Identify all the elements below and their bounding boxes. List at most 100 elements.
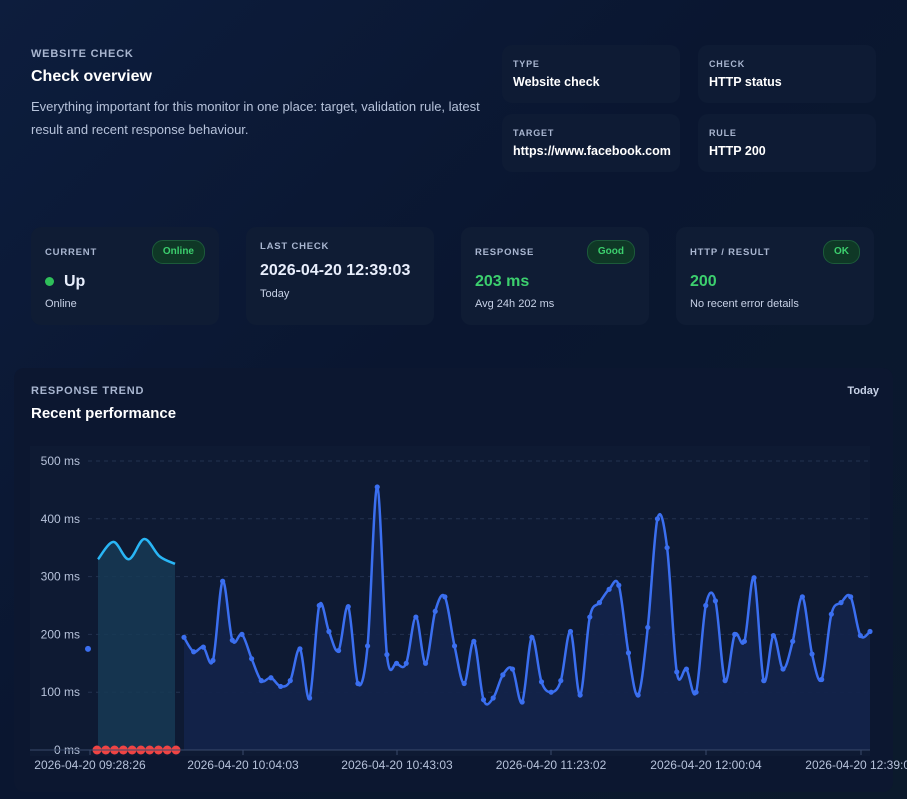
data-point xyxy=(480,697,487,703)
x-tick-label: 2026-04-20 10:04:03 xyxy=(187,758,299,772)
y-tick-label: 300 ms xyxy=(41,570,80,584)
data-point xyxy=(239,631,245,638)
data-point xyxy=(345,604,351,610)
data-point xyxy=(229,637,235,643)
data-point xyxy=(790,638,796,644)
stat-sub: Today xyxy=(260,288,290,300)
chart-range-label[interactable]: Today xyxy=(847,385,879,397)
data-point xyxy=(857,632,863,639)
data-point xyxy=(664,545,670,551)
info-card-rule: RULE HTTP 200 xyxy=(698,114,876,172)
x-tick-label: 2026-04-20 11:23:02 xyxy=(496,758,607,772)
chart-title: Recent performance xyxy=(31,405,177,422)
data-point xyxy=(413,614,419,620)
data-point xyxy=(867,628,873,635)
data-point xyxy=(451,643,458,649)
data-point xyxy=(278,683,284,690)
data-point xyxy=(722,678,728,684)
status-badge: OK xyxy=(823,240,860,264)
data-point xyxy=(674,669,680,675)
data-point xyxy=(287,678,293,684)
stat-value: 2026-04-20 12:39:03 xyxy=(260,262,411,279)
data-point xyxy=(268,675,274,681)
data-point xyxy=(393,660,400,666)
data-point xyxy=(490,695,496,701)
info-label: TARGET xyxy=(513,128,555,138)
data-point xyxy=(732,631,738,638)
data-point xyxy=(751,575,757,581)
stat-label: CURRENT xyxy=(45,247,98,258)
outage-area xyxy=(98,539,175,750)
data-point xyxy=(85,645,91,652)
stat-value: 203 ms xyxy=(475,273,530,290)
y-tick-label: 100 ms xyxy=(41,685,80,699)
data-point xyxy=(220,578,226,584)
data-point xyxy=(384,652,390,658)
data-point xyxy=(616,582,622,588)
status-badge: Online xyxy=(151,240,205,264)
status-badge: Good xyxy=(586,240,635,264)
data-point xyxy=(461,680,467,687)
data-point xyxy=(780,666,786,672)
status-dot-icon xyxy=(45,277,54,286)
data-point xyxy=(693,689,699,695)
data-point xyxy=(625,650,632,656)
stat-label: HTTP / RESULT xyxy=(690,247,771,258)
data-point xyxy=(422,660,429,666)
data-point xyxy=(519,699,525,705)
data-point xyxy=(316,602,322,609)
chart-eyebrow: RESPONSE TREND xyxy=(31,385,145,397)
stat-card-response: RESPONSE Good 203 ms Avg 24h 202 ms xyxy=(461,227,649,325)
stat-sub: Avg 24h 202 ms xyxy=(475,298,555,310)
data-point xyxy=(471,638,477,644)
page-description: Everything important for this monitor in… xyxy=(31,99,480,137)
y-tick-label: 400 ms xyxy=(41,512,80,526)
x-tick-label: 2026-04-20 09:28:26 xyxy=(34,758,146,772)
info-card-target: TARGET https://www.facebook.com xyxy=(502,114,680,172)
data-point xyxy=(403,660,409,666)
data-point xyxy=(548,689,554,695)
data-point xyxy=(326,628,332,635)
data-point xyxy=(848,594,854,600)
data-point xyxy=(374,484,380,490)
data-point xyxy=(683,666,690,672)
data-point xyxy=(809,651,815,657)
data-point xyxy=(645,624,651,631)
data-point xyxy=(538,679,545,685)
data-point xyxy=(596,600,603,606)
data-point xyxy=(587,614,593,620)
data-point xyxy=(741,638,747,644)
data-point xyxy=(297,646,303,652)
data-point xyxy=(509,666,516,672)
data-point xyxy=(249,656,255,662)
data-point xyxy=(335,647,342,654)
data-point xyxy=(191,649,197,655)
data-point xyxy=(577,692,583,698)
data-point xyxy=(799,594,805,600)
stat-label: RESPONSE xyxy=(475,247,535,258)
y-tick-label: 500 ms xyxy=(41,454,80,468)
data-point xyxy=(606,586,612,592)
data-point xyxy=(500,672,506,678)
stat-value: 200 xyxy=(690,273,717,290)
stat-label: LAST CHECK xyxy=(260,241,330,252)
data-point xyxy=(258,678,264,684)
data-point xyxy=(819,676,825,683)
data-point xyxy=(770,632,776,639)
data-point xyxy=(529,634,535,640)
data-point xyxy=(761,678,767,684)
data-point xyxy=(210,657,216,664)
data-point xyxy=(567,628,574,635)
data-point xyxy=(558,678,564,684)
data-point xyxy=(181,634,187,640)
x-tick-label: 2026-04-20 10:43:03 xyxy=(341,758,453,772)
x-tick-label: 2026-04-20 12:39:03 xyxy=(805,758,907,772)
data-point xyxy=(355,680,361,687)
info-card-type: TYPE Website check xyxy=(502,45,680,103)
stat-card-last-check: LAST CHECK 2026-04-20 12:39:03 Today xyxy=(246,227,434,325)
info-card-check: CHECK HTTP status xyxy=(698,45,876,103)
stat-sub: Online xyxy=(45,298,77,310)
data-point xyxy=(432,608,438,614)
stat-card-current: CURRENT Online Up Online xyxy=(31,227,219,325)
